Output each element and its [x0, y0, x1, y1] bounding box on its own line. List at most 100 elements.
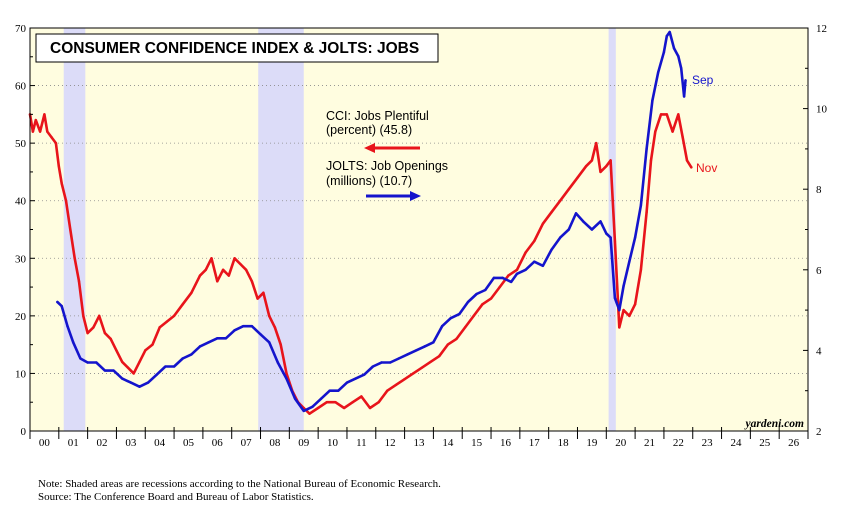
series-layer: [28, 30, 693, 415]
data-point-jolts-12: [146, 381, 150, 384]
data-point-cci-74: [507, 274, 510, 277]
data-point-cci-1: [31, 130, 35, 133]
left-tick-label-40: 40: [15, 196, 27, 208]
data-point-jolts-42: [406, 353, 409, 356]
data-point-cci-87: [605, 164, 608, 168]
x-tick-label-00: 00: [39, 437, 51, 449]
data-point-jolts-75: [651, 99, 654, 102]
watermark: yardeni.com: [744, 418, 805, 430]
data-point-jolts-68: [613, 296, 617, 300]
data-point-jolts-30: [302, 409, 305, 413]
data-point-cci-9: [60, 182, 63, 185]
data-point-cci-75: [515, 268, 519, 271]
data-point-cci-77: [533, 239, 536, 243]
data-point-cci-85: [595, 141, 598, 145]
data-point-jolts-58: [541, 264, 545, 267]
data-point-cci-89: [613, 239, 617, 243]
data-point-cci-25: [144, 349, 147, 352]
data-point-cci-27: [158, 326, 161, 329]
data-point-cci-56: [351, 401, 354, 404]
data-point-jolts-7: [103, 369, 107, 372]
data-point-jolts-83: [682, 95, 686, 98]
data-point-jolts-53: [501, 276, 504, 280]
data-point-jolts-14: [164, 365, 167, 368]
data-point-cci-78: [541, 222, 545, 225]
data-point-cci-81: [567, 188, 571, 191]
data-point-cci-58: [368, 406, 372, 410]
data-point-jolts-69: [618, 308, 621, 312]
data-point-cci-4: [43, 113, 46, 116]
right-tick-label-6: 6: [816, 265, 822, 277]
data-point-cci-40: [244, 268, 248, 271]
data-point-cci-61: [394, 383, 398, 387]
data-point-cci-42: [256, 297, 259, 300]
x-tick-label-03: 03: [125, 437, 137, 449]
data-point-jolts-38: [371, 365, 375, 368]
data-point-cci-96: [649, 159, 653, 162]
data-point-cci-59: [377, 401, 380, 404]
data-point-jolts-81: [677, 55, 680, 58]
data-point-jolts-66: [605, 232, 608, 235]
legend-cci-line1: CCI: Jobs Plentiful: [326, 109, 429, 123]
data-point-cci-65: [429, 360, 432, 364]
data-point-jolts-54: [510, 280, 513, 284]
data-point-cci-23: [132, 372, 135, 375]
data-point-cci-68: [455, 337, 458, 341]
data-point-jolts-64: [590, 228, 594, 231]
data-point-jolts-24: [250, 325, 254, 328]
data-point-cci-11: [69, 228, 72, 231]
data-point-cci-102: [681, 136, 684, 139]
data-point-cci-13: [77, 280, 81, 283]
data-point-jolts-8: [112, 369, 115, 372]
data-point-cci-62: [403, 377, 406, 381]
data-point-jolts-27: [276, 361, 280, 364]
data-point-cci-70: [472, 314, 475, 318]
data-point-jolts-39: [380, 361, 383, 364]
data-point-cci-101: [677, 113, 680, 116]
left-tick-label-70: 70: [15, 23, 27, 35]
data-point-jolts-73: [639, 204, 643, 207]
data-point-jolts-49: [466, 300, 470, 304]
data-point-jolts-47: [449, 316, 452, 320]
data-point-cci-18: [103, 331, 107, 335]
data-point-cci-44: [267, 314, 271, 318]
x-tick-label-22: 22: [673, 437, 684, 449]
data-point-cci-8: [57, 164, 61, 168]
data-point-cci-16: [92, 326, 95, 329]
data-point-jolts-77: [662, 50, 666, 54]
right-tick-label-2: 2: [816, 426, 822, 438]
data-point-cci-57: [360, 395, 363, 398]
data-point-jolts-45: [432, 341, 435, 344]
data-point-jolts-67: [609, 236, 612, 239]
legend-jolts-arrowhead: [410, 191, 421, 201]
x-tick-label-17: 17: [529, 437, 541, 449]
gridlines: [30, 85, 808, 374]
data-point-jolts-4: [79, 357, 82, 360]
data-point-jolts-65: [599, 220, 602, 223]
data-point-jolts-78: [665, 34, 669, 38]
data-point-jolts-0: [56, 300, 59, 304]
data-point-cci-20: [115, 349, 118, 352]
x-tick-label-12: 12: [385, 437, 396, 449]
data-point-jolts-79: [668, 30, 671, 34]
data-point-cci-98: [659, 113, 663, 116]
left-tick-label-60: 60: [15, 81, 27, 93]
data-point-cci-5: [46, 130, 49, 133]
data-point-cci-45: [273, 326, 277, 329]
data-point-jolts-48: [458, 312, 461, 316]
data-point-jolts-19: [207, 341, 210, 344]
data-point-cci-51: [308, 412, 311, 415]
x-axis: 00 01 02 03 04 05 06 07 08 09 10 11 12 13 14 15 16 17 18 19…: [29, 427, 809, 449]
right-tick-label-8: 8: [816, 184, 822, 196]
data-point-cci-41: [250, 280, 254, 283]
data-point-jolts-41: [397, 357, 401, 360]
data-point-cci-12: [73, 257, 76, 260]
end-label-nov: Nov: [696, 161, 717, 175]
data-point-cci-71: [481, 303, 484, 306]
data-point-jolts-25: [259, 333, 262, 336]
data-point-jolts-43: [414, 349, 418, 352]
x-tick-label-04: 04: [154, 437, 166, 449]
data-point-jolts-60: [558, 236, 562, 239]
data-point-cci-97: [654, 130, 657, 133]
